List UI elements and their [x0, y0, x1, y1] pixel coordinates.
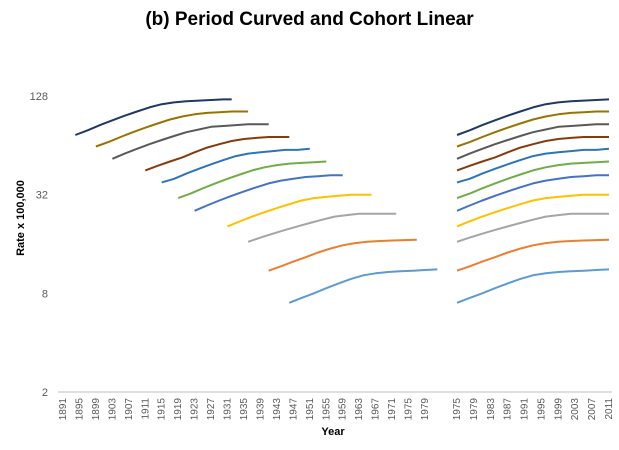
- x-tick-label: 1975: [452, 398, 463, 421]
- x-tick-label: 1915: [157, 398, 168, 421]
- series-line-period-9: [456, 212, 609, 243]
- x-tick-label: 2003: [570, 398, 581, 421]
- x-tick-label: 1895: [74, 398, 85, 421]
- y-tick-label: 8: [42, 288, 48, 300]
- series-line-cohort-2: [95, 110, 249, 148]
- x-tick-label: 1959: [338, 398, 349, 421]
- series-line-period-4: [456, 136, 609, 172]
- series-line-period-10: [456, 238, 610, 272]
- series-line-cohort-10: [268, 238, 417, 272]
- x-tick-label: 1947: [288, 398, 299, 421]
- series-line-cohort-3: [112, 123, 269, 160]
- x-tick-label: 1999: [553, 398, 564, 421]
- x-tick-label: 1963: [354, 398, 365, 421]
- series-line-cohort-9: [247, 212, 397, 243]
- x-tick-label: 1931: [223, 398, 234, 421]
- x-tick-label: 1903: [107, 398, 118, 421]
- x-tick-label: 1919: [173, 398, 184, 421]
- y-tick-label: 32: [36, 190, 48, 202]
- x-axis-title: Year: [321, 426, 345, 438]
- x-tick-label: 1939: [255, 398, 266, 421]
- series-line-cohort-11: [288, 268, 438, 304]
- y-tick-label: 128: [30, 91, 48, 103]
- series-line-period-1: [456, 98, 610, 136]
- chart-title: (b) Period Curved and Cohort Linear: [145, 9, 474, 30]
- x-tick-label: 1979: [420, 398, 431, 421]
- series-line-cohort-8: [227, 193, 372, 228]
- series-line-period-3: [456, 123, 609, 160]
- x-tick-label: 1951: [305, 398, 316, 421]
- x-tick-label: 1967: [371, 398, 382, 421]
- x-tick-label: 1955: [321, 398, 332, 421]
- y-tick-label: 2: [42, 387, 48, 399]
- series-line-period-11: [456, 268, 610, 304]
- x-tick-label: 1935: [239, 398, 250, 421]
- x-tick-label: 1975: [404, 398, 415, 421]
- series-line-period-6: [456, 160, 610, 200]
- series-line-period-5: [456, 147, 610, 184]
- x-tick-label: 1899: [91, 398, 102, 421]
- series-line-period-8: [456, 193, 609, 228]
- x-tick-label: 1987: [503, 398, 514, 421]
- series-line-cohort-5: [161, 147, 310, 184]
- x-tick-label: 2011: [604, 398, 615, 420]
- x-tick-label: 1927: [206, 398, 217, 421]
- x-tick-label: 1991: [520, 398, 531, 421]
- x-tick-label: 1995: [536, 398, 547, 421]
- x-tick-label: 1923: [190, 398, 201, 421]
- x-tick-label: 1911: [140, 398, 151, 420]
- x-tick-label: 1983: [486, 398, 497, 421]
- series-line-cohort-7: [194, 174, 343, 212]
- series-line-cohort-1: [74, 98, 232, 136]
- series-line-period-7: [456, 174, 609, 212]
- x-tick-label: 1971: [387, 398, 398, 421]
- x-tick-label: 1943: [272, 398, 283, 421]
- y-axis-title: Rate x 100,000: [15, 180, 27, 256]
- x-tick-label: 1979: [469, 398, 480, 421]
- series-line-cohort-4: [144, 136, 290, 172]
- series-line-cohort-6: [177, 160, 327, 200]
- x-tick-label: 1907: [124, 398, 135, 421]
- x-tick-label: 2007: [587, 398, 598, 421]
- series-line-period-2: [456, 110, 609, 148]
- x-tick-label: 1891: [58, 398, 69, 421]
